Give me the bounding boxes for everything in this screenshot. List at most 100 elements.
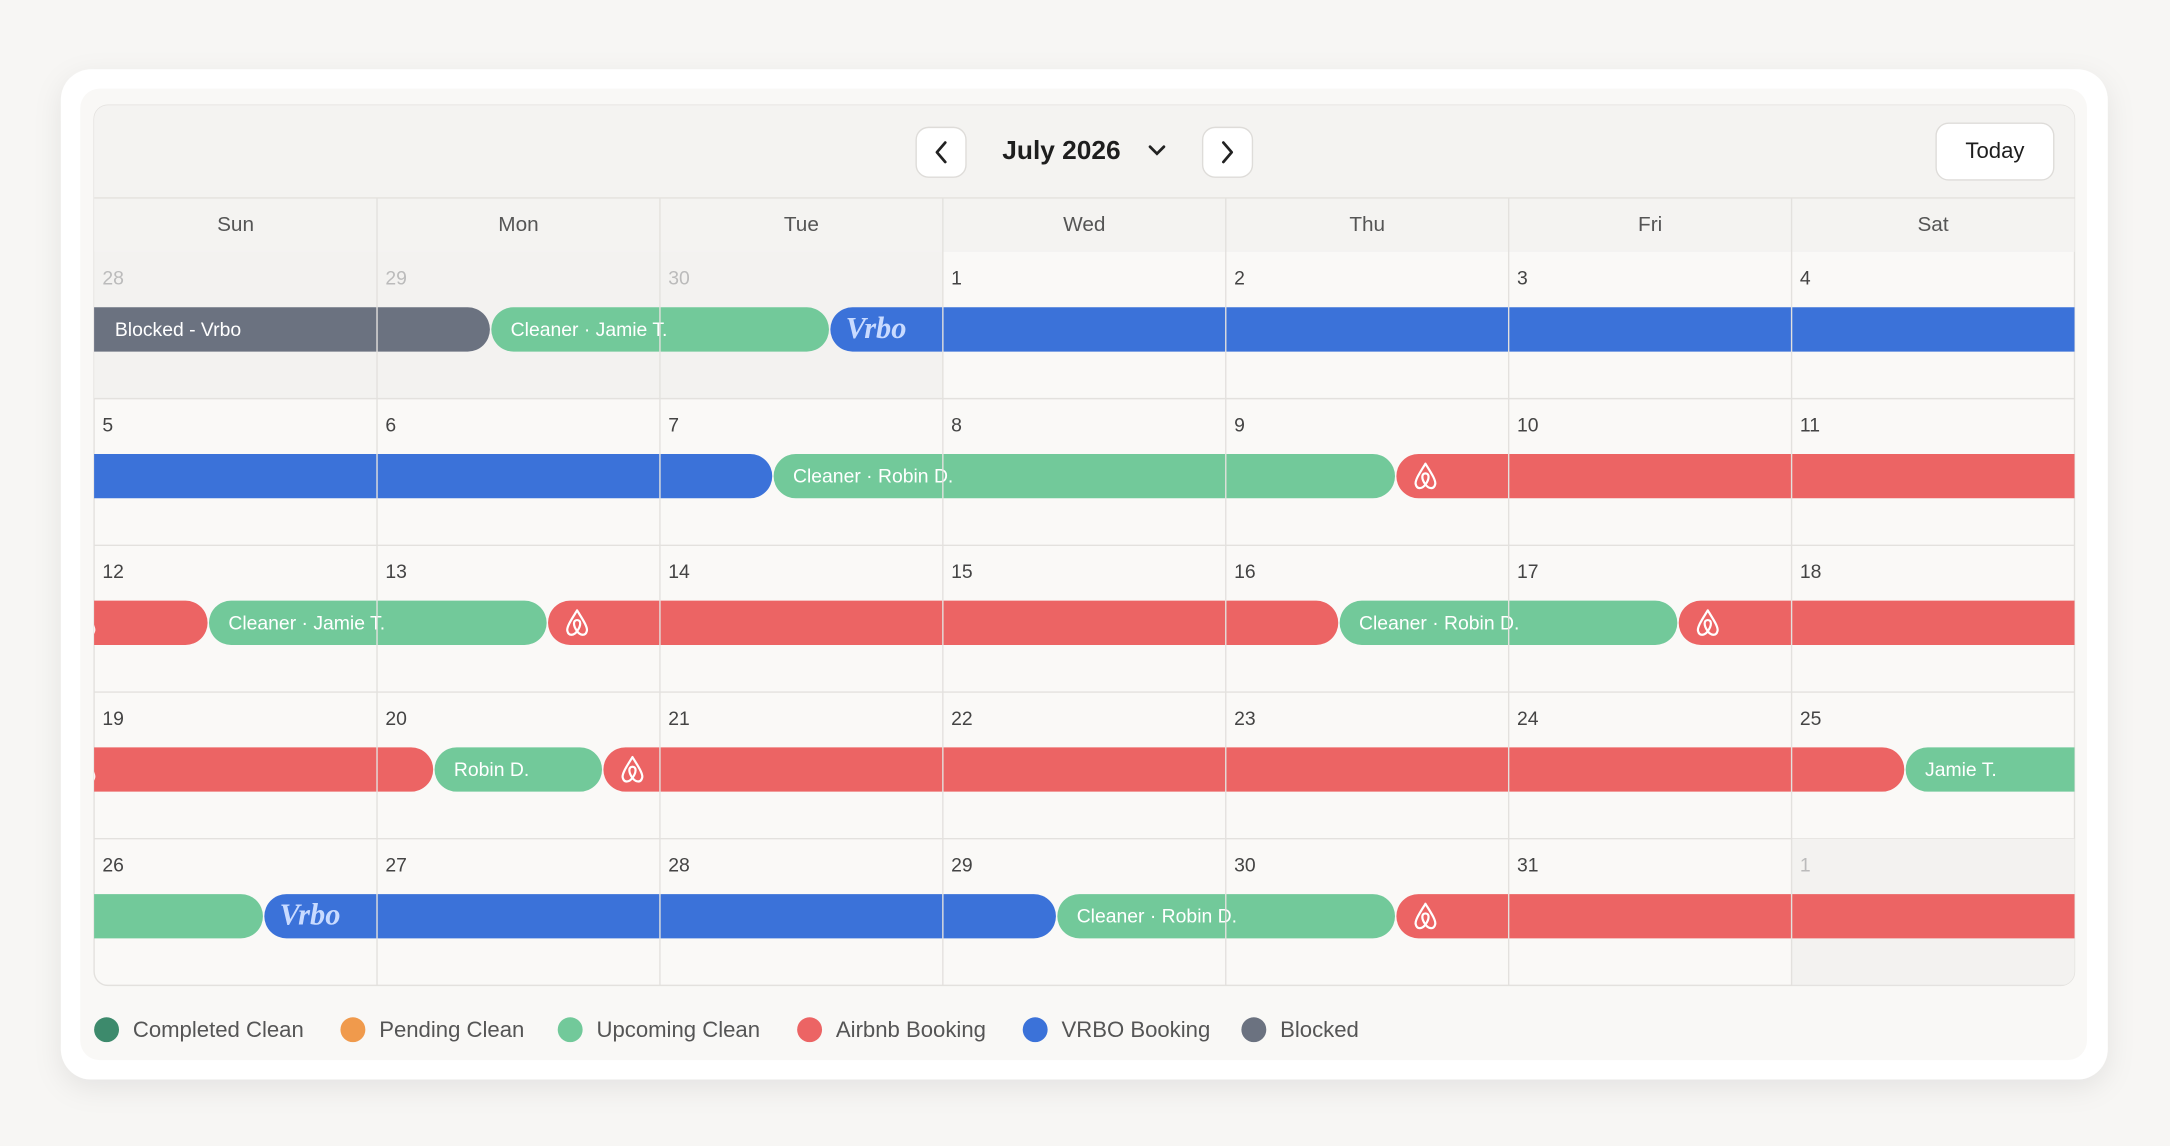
day-number[interactable]: 21 — [668, 708, 690, 730]
today-button[interactable] — [1935, 122, 2055, 181]
day-number[interactable]: 1 — [1800, 855, 1811, 877]
event-bar[interactable] — [55, 747, 434, 792]
airbnb-event[interactable] — [55, 600, 208, 645]
prev-button[interactable] — [915, 126, 967, 178]
day-number[interactable]: 8 — [951, 414, 962, 436]
airbnb-icon — [1414, 902, 1437, 930]
upcoming-event[interactable]: Cleaner · Jamie T. — [208, 600, 547, 645]
day-number[interactable]: 11 — [1800, 414, 1820, 436]
toolbar — [94, 105, 2075, 198]
airbnb-event[interactable] — [55, 747, 434, 792]
event-label[interactable]: Jamie T. — [1925, 759, 1997, 781]
legend-dot — [94, 1017, 120, 1043]
day-number[interactable]: 5 — [102, 414, 113, 436]
event-bar[interactable] — [1905, 747, 2118, 792]
upcoming-event[interactable] — [55, 894, 263, 939]
legend-label: Airbnb Booking — [836, 1017, 986, 1042]
today-label[interactable]: Today — [1965, 138, 2025, 163]
weekday-label: Thu — [1349, 213, 1385, 236]
day-number[interactable]: 29 — [385, 268, 407, 290]
day-number[interactable]: 19 — [102, 708, 124, 730]
next-button[interactable] — [1201, 126, 1254, 178]
day-number[interactable]: 4 — [1800, 268, 1811, 290]
event-bar[interactable] — [1678, 600, 2118, 645]
event-bar[interactable] — [773, 453, 1395, 499]
day-number[interactable]: 18 — [1800, 561, 1822, 583]
day-number[interactable]: 2 — [1234, 268, 1245, 290]
weekday-row — [94, 197, 2075, 252]
day-number[interactable]: 10 — [1517, 414, 1539, 436]
event-bar[interactable] — [208, 600, 547, 645]
vrbo-logo[interactable]: Vrbo — [846, 311, 907, 345]
airbnb-event[interactable] — [1678, 600, 2118, 645]
day-number[interactable]: 28 — [102, 268, 124, 290]
event-label[interactable]: Robin D. — [454, 759, 529, 781]
day-number[interactable]: 26 — [102, 855, 124, 877]
next-icon — [1222, 141, 1234, 164]
event-label[interactable]: Cleaner · Robin D. — [1359, 612, 1519, 634]
prev-icon — [935, 141, 947, 164]
event-bar[interactable] — [55, 307, 490, 352]
day-number[interactable]: 13 — [385, 561, 407, 583]
day-number[interactable]: 22 — [951, 708, 973, 730]
legend-dot — [797, 1017, 823, 1043]
day-number[interactable]: 16 — [1234, 561, 1256, 583]
event-bar[interactable] — [55, 894, 263, 939]
airbnb-event[interactable] — [1396, 894, 2117, 939]
airbnb-event[interactable] — [603, 747, 1905, 792]
vrbo-event[interactable] — [55, 453, 773, 499]
prev-button-box[interactable] — [915, 126, 967, 178]
day-number[interactable]: 3 — [1517, 268, 1528, 290]
weekday-label: Wed — [1063, 213, 1105, 236]
day-number[interactable]: 30 — [1234, 855, 1256, 877]
day-number[interactable]: 30 — [668, 268, 690, 290]
event-label[interactable]: Cleaner · Jamie T. — [228, 612, 385, 634]
legend: Completed Clean Pending Clean Upcoming Cle… — [94, 1017, 1359, 1043]
upcoming-event[interactable]: Jamie T. — [1905, 747, 2118, 792]
day-number[interactable]: 7 — [668, 414, 679, 436]
day-number[interactable]: 12 — [102, 561, 124, 583]
legend-label: VRBO Booking — [1061, 1017, 1210, 1042]
weekday-label: Fri — [1638, 213, 1662, 236]
month-dropdown[interactable] — [1148, 145, 1166, 156]
legend-label: Upcoming Clean — [596, 1017, 760, 1042]
event-bar[interactable] — [434, 747, 603, 792]
day-number[interactable]: 24 — [1517, 708, 1539, 730]
event-bar[interactable] — [830, 307, 2117, 352]
vrbo-event[interactable]: Vrbo — [830, 307, 2117, 352]
day-number[interactable]: 14 — [668, 561, 690, 583]
event-bar[interactable] — [603, 747, 1905, 792]
event-bar[interactable] — [1396, 894, 2117, 939]
weekday-label: Mon — [498, 213, 538, 236]
legend-dot — [1022, 1017, 1048, 1043]
event-label[interactable]: Blocked - Vrbo — [115, 319, 241, 341]
day-number[interactable]: 27 — [385, 855, 407, 877]
blocked-event[interactable]: Blocked - Vrbo — [55, 307, 490, 352]
event-bar[interactable] — [1396, 453, 2117, 499]
event-label[interactable]: Cleaner · Jamie T. — [511, 319, 668, 341]
event-bar[interactable] — [55, 453, 773, 499]
day-number[interactable]: 1 — [951, 268, 962, 290]
month-title[interactable]: July 2026 — [1002, 135, 1120, 165]
day-number[interactable]: 23 — [1234, 708, 1256, 730]
weekday-label: Sun — [217, 213, 254, 236]
vrbo-logo[interactable]: Vrbo — [280, 898, 341, 932]
upcoming-event[interactable]: Robin D. — [434, 747, 603, 792]
day-number[interactable]: 29 — [951, 855, 973, 877]
day-number[interactable]: 20 — [385, 708, 407, 730]
day-number[interactable]: 6 — [385, 414, 396, 436]
day-number[interactable]: 31 — [1517, 855, 1539, 877]
event-label[interactable]: Cleaner · Robin D. — [793, 466, 953, 488]
event-label[interactable]: Cleaner · Robin D. — [1077, 906, 1237, 928]
day-number[interactable]: 28 — [668, 855, 690, 877]
airbnb-icon — [566, 609, 589, 636]
event-bar[interactable] — [55, 600, 208, 645]
day-number[interactable]: 9 — [1234, 414, 1245, 436]
day-number[interactable]: 25 — [1800, 708, 1822, 730]
next-button-box[interactable] — [1201, 126, 1254, 178]
day-number[interactable]: 15 — [951, 561, 973, 583]
upcoming-event[interactable]: Cleaner · Robin D. — [773, 453, 1395, 499]
airbnb-event[interactable] — [1396, 453, 2117, 499]
day-number[interactable]: 17 — [1517, 561, 1539, 583]
